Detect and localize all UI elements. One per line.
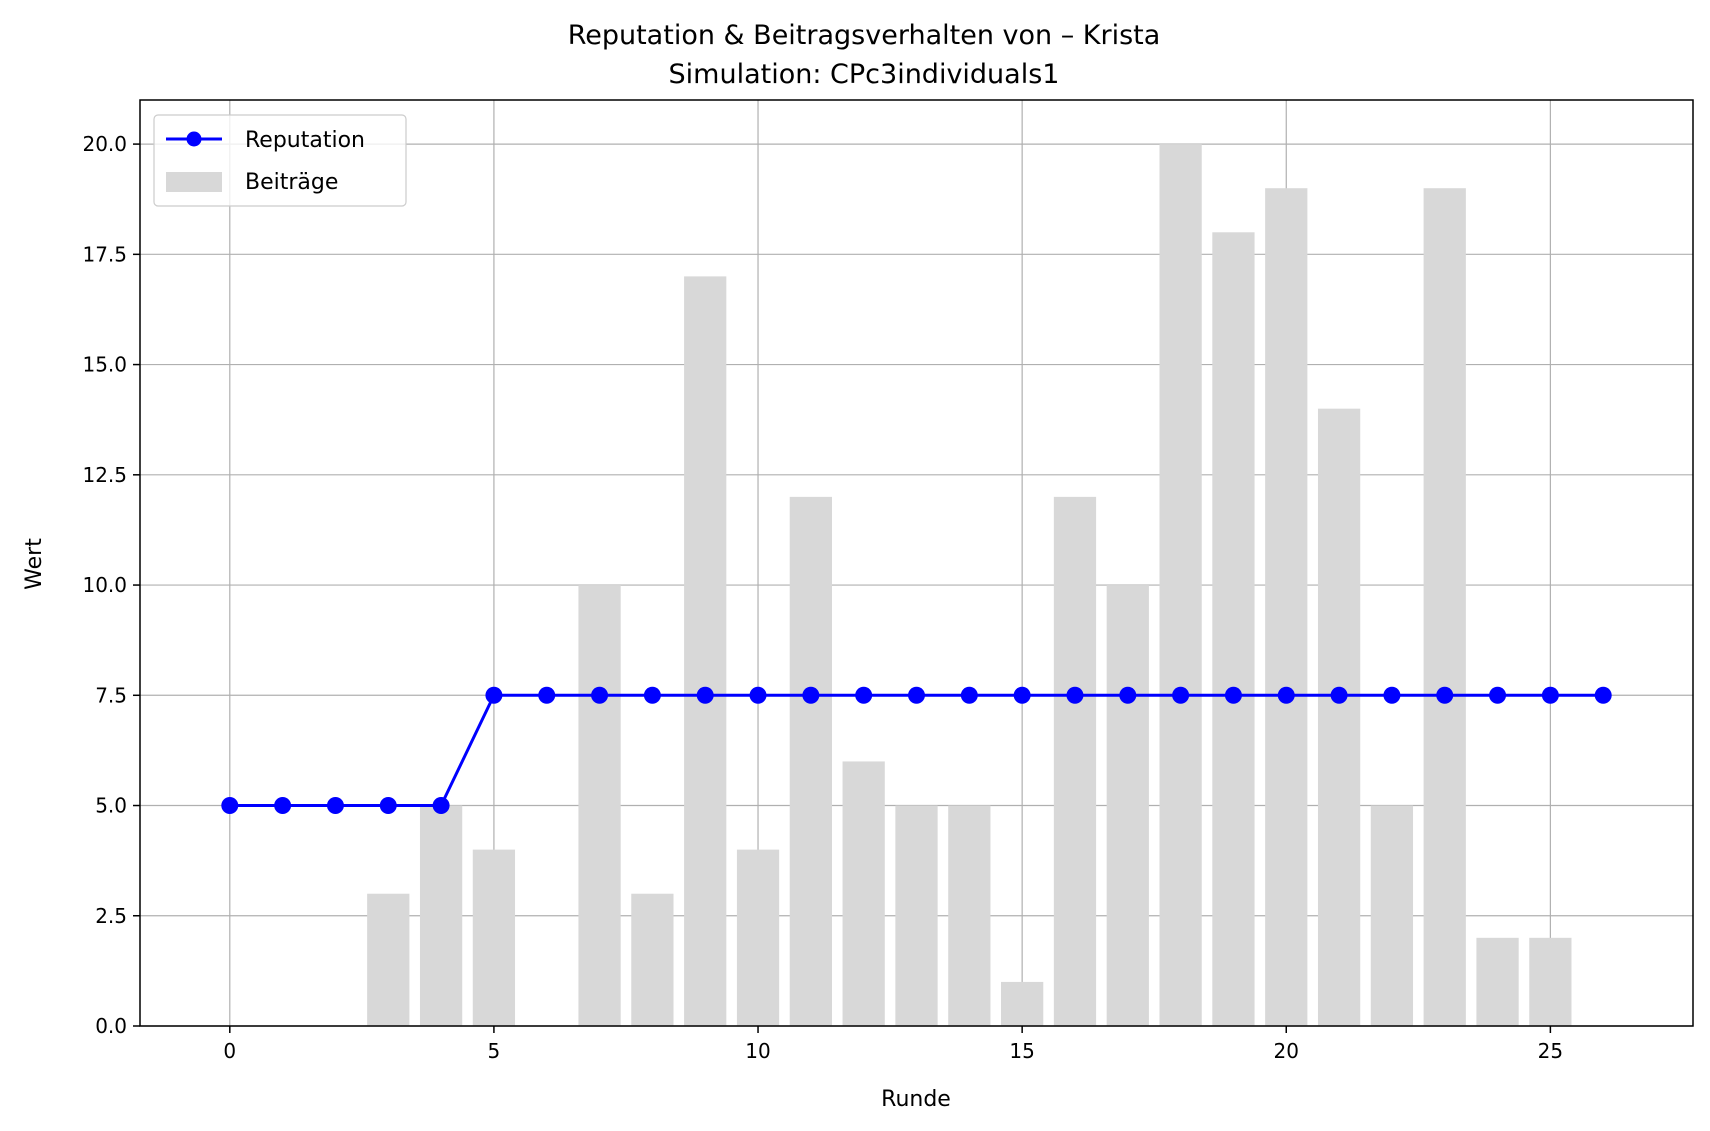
bar: [367, 893, 410, 1026]
reputation-point: [855, 686, 873, 704]
reputation-point: [1277, 686, 1295, 704]
bar: [1370, 805, 1414, 1026]
chart-subtitle: Simulation: CPc3individuals1: [669, 59, 1060, 90]
bar: [1212, 232, 1255, 1027]
reputation-point: [1119, 686, 1137, 704]
y-tick-label: 5.0: [95, 794, 127, 818]
reputation-point: [485, 686, 503, 704]
bar: [578, 585, 621, 1026]
y-tick-label: 2.5: [95, 904, 127, 928]
reputation-point: [1013, 686, 1031, 704]
reputation-point: [960, 686, 978, 704]
legend-label-beitraege: Beiträge: [245, 170, 338, 195]
reputation-point: [591, 686, 609, 704]
bar: [1265, 188, 1308, 1026]
plot-frame: [139, 99, 1694, 1027]
x-axis-label: Runde: [881, 1087, 951, 1112]
bar: [895, 805, 938, 1026]
bar: [1423, 188, 1466, 1026]
reputation-point: [696, 686, 714, 704]
legend-label-reputation: Reputation: [245, 128, 365, 153]
reputation-point: [1172, 686, 1190, 704]
bar: [631, 893, 674, 1026]
y-tick-label: 12.5: [82, 463, 127, 487]
reputation-point: [538, 686, 556, 704]
bars: [367, 144, 1572, 1027]
bar: [736, 849, 780, 1026]
reputation-point: [1489, 686, 1507, 704]
reputation-point: [1436, 686, 1454, 704]
bar: [684, 276, 727, 1026]
reputation-point: [1066, 686, 1084, 704]
reputation-point: [1594, 686, 1612, 704]
x-tick-label: 20: [1274, 1039, 1299, 1063]
x-tick-label: 25: [1538, 1039, 1563, 1063]
reputation-point: [274, 797, 292, 815]
y-tick-label: 0.0: [95, 1014, 127, 1038]
x-tick-label: 0: [223, 1039, 236, 1063]
y-ticks: 0.0 2.5 5.0 7.5 10.0 12.5 15.0 17.5 20.0: [82, 132, 140, 1038]
y-axis-label: Wert: [22, 538, 47, 590]
reputation-point: [221, 797, 239, 815]
reputation-point: [1541, 686, 1559, 704]
chart-title: Reputation & Beitragsverhalten von – Kri…: [568, 20, 1161, 51]
bar: [948, 805, 991, 1026]
x-tick-label: 5: [488, 1039, 501, 1063]
reputation-point: [379, 797, 397, 815]
legend-marker-swatch: [186, 131, 202, 147]
bar: [1317, 408, 1361, 1027]
y-tick-label: 10.0: [82, 573, 127, 597]
bar: [1529, 937, 1572, 1026]
reputation-series: [221, 686, 1612, 815]
reputation-point: [908, 686, 925, 704]
reputation-point: [749, 686, 767, 704]
reputation-line: [229, 693, 1604, 808]
legend-bar-swatch: [166, 172, 222, 192]
bar: [1106, 585, 1149, 1026]
bar: [1159, 144, 1202, 1027]
y-tick-label: 15.0: [82, 353, 127, 377]
reputation-point: [1224, 686, 1242, 704]
bar: [472, 849, 516, 1026]
x-ticks: 0 5 10 15 20 25: [223, 1026, 1563, 1063]
reputation-point: [802, 686, 820, 704]
legend: Reputation Beiträge: [153, 114, 407, 207]
reputation-point: [1330, 686, 1348, 704]
x-tick-label: 15: [1009, 1039, 1034, 1063]
reputation-point: [326, 797, 344, 815]
y-tick-label: 17.5: [82, 242, 127, 266]
y-tick-label: 7.5: [95, 683, 127, 707]
reputation-point: [1383, 686, 1401, 704]
reputation-point: [432, 797, 450, 815]
reputation-point: [643, 686, 661, 704]
bar: [1001, 981, 1044, 1026]
bar: [419, 805, 463, 1026]
bar: [842, 761, 885, 1026]
bar: [789, 496, 832, 1026]
bar: [1053, 496, 1097, 1026]
y-tick-label: 20.0: [82, 132, 127, 156]
x-tick-label: 10: [745, 1039, 770, 1063]
bar: [1476, 937, 1519, 1026]
